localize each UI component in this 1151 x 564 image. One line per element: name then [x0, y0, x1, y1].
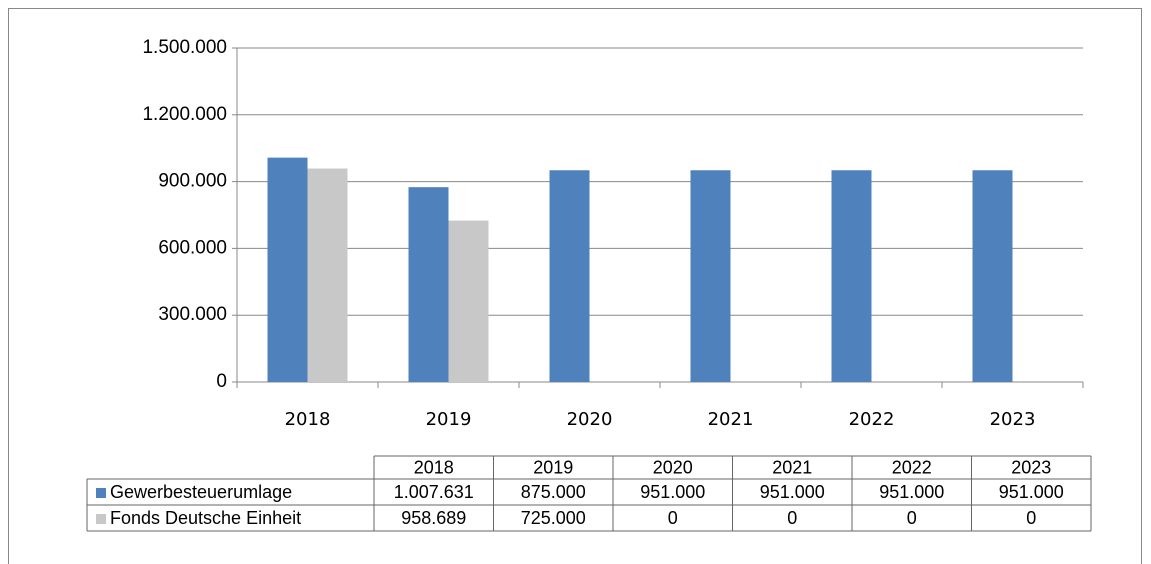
x-tick-label: 2022	[849, 409, 895, 430]
y-tick-label: 0	[216, 371, 227, 392]
y-tick-label: 300.000	[158, 304, 227, 325]
bar	[448, 220, 489, 382]
table-header: 2018	[414, 457, 454, 477]
chart-border	[8, 8, 1142, 564]
table-header: 2019	[533, 457, 573, 477]
legend-label: Gewerbesteuerumlage	[110, 482, 292, 502]
x-tick-label: 2019	[426, 409, 472, 430]
legend-label: Fonds Deutsche Einheit	[110, 508, 301, 528]
y-tick-label: 600.000	[158, 237, 227, 258]
table-value: 1.007.631	[394, 482, 474, 502]
x-tick-label: 2020	[567, 409, 613, 430]
table-header: 2020	[653, 457, 693, 477]
bar	[690, 170, 731, 382]
table-value: 951.000	[999, 482, 1064, 502]
table-value: 0	[668, 508, 678, 528]
table-header: 2022	[892, 457, 932, 477]
table-value: 0	[907, 508, 917, 528]
bar	[549, 170, 590, 382]
bar	[831, 170, 872, 382]
y-tick-label: 900.000	[158, 171, 227, 192]
x-tick-label: 2021	[708, 409, 754, 430]
table-header: 2021	[772, 457, 812, 477]
bar	[408, 187, 449, 382]
x-tick-label: 2018	[285, 409, 331, 430]
table-value: 725.000	[521, 508, 586, 528]
table-value: 951.000	[640, 482, 705, 502]
x-tick-label: 2023	[990, 409, 1036, 430]
bar	[972, 170, 1013, 382]
y-tick-label: 1.200.000	[142, 104, 227, 125]
bar	[307, 168, 348, 382]
bar	[267, 157, 308, 382]
y-tick-label: 1.500.000	[142, 37, 227, 58]
table-header: 2023	[1011, 457, 1051, 477]
table-value: 958.689	[401, 508, 466, 528]
table-value: 0	[787, 508, 797, 528]
legend-key	[96, 488, 106, 498]
table-value: 875.000	[521, 482, 586, 502]
legend-key	[96, 514, 106, 524]
table-value: 0	[1026, 508, 1036, 528]
table-value: 951.000	[760, 482, 825, 502]
table-value: 951.000	[879, 482, 944, 502]
